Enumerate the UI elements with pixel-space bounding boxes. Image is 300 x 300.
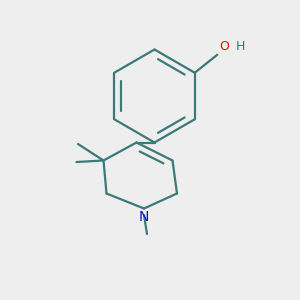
Text: O: O	[219, 40, 229, 53]
Text: H: H	[235, 40, 244, 53]
Text: N: N	[139, 210, 149, 224]
